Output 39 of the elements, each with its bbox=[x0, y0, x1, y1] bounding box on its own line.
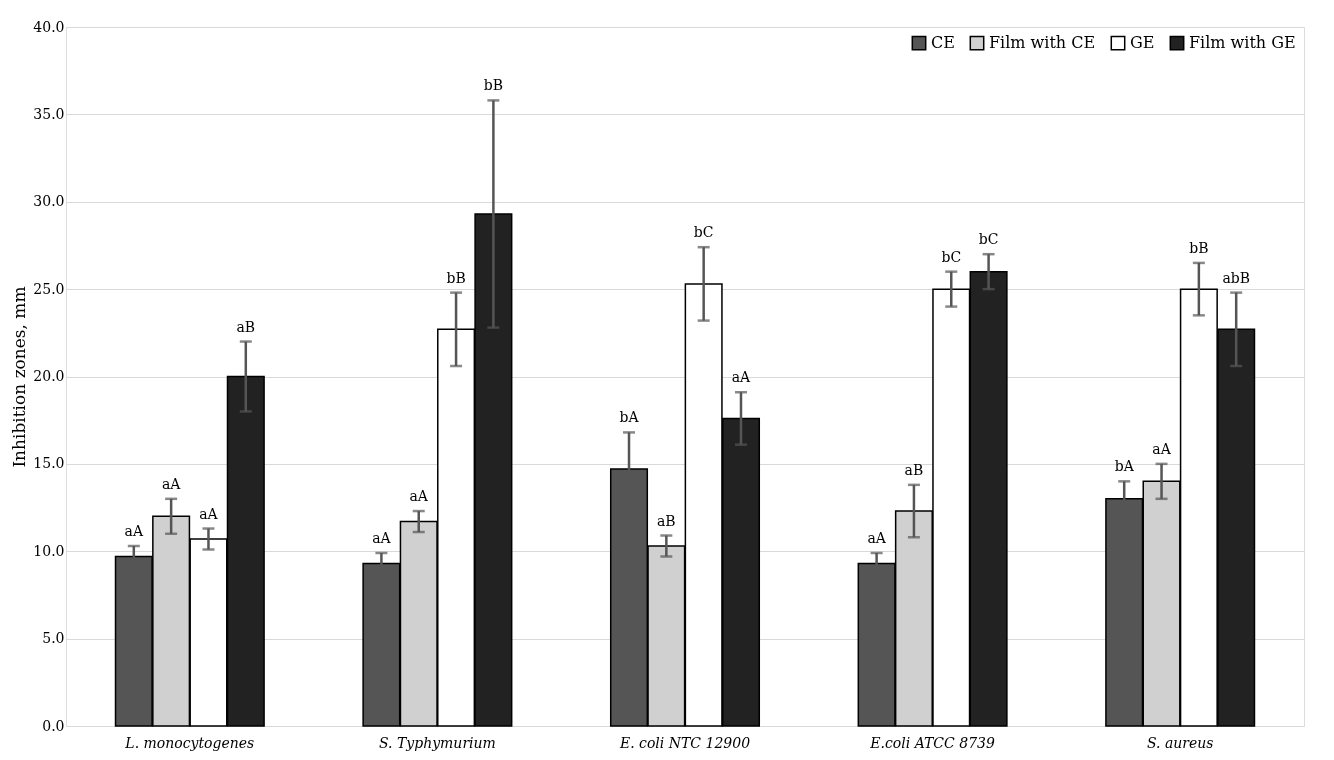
annotation: bA bbox=[1114, 458, 1135, 475]
y-tick-label: 20.0 bbox=[33, 368, 65, 384]
annotation: bB bbox=[1189, 239, 1209, 256]
annotation: aA bbox=[731, 369, 752, 386]
annotation: bB bbox=[446, 269, 466, 286]
annotation: aA bbox=[409, 488, 429, 505]
annotation: aB bbox=[904, 461, 924, 478]
legend-label: Film with GE bbox=[1189, 33, 1296, 53]
y-tick-label: 0.0 bbox=[42, 717, 65, 734]
annotation: aB bbox=[657, 512, 676, 529]
x-tick-label: S. aureus bbox=[1146, 734, 1214, 751]
annotation: aB bbox=[236, 318, 256, 335]
annotation: bB bbox=[483, 77, 504, 94]
annotation: bA bbox=[619, 409, 640, 426]
y-tick-label: 10.0 bbox=[33, 542, 65, 559]
y-tick-label: 30.0 bbox=[33, 193, 65, 210]
y-tick-label: 5.0 bbox=[42, 630, 65, 647]
x-tick-label: L. monocytogenes bbox=[124, 734, 255, 751]
legend-label: CE bbox=[931, 33, 955, 53]
y-tick-label: 15.0 bbox=[33, 455, 65, 472]
annotation: aA bbox=[372, 530, 392, 546]
annotation: bC bbox=[941, 248, 962, 265]
annotation: bC bbox=[693, 224, 714, 241]
legend-label: Film with CE bbox=[989, 33, 1096, 53]
annotation: abB bbox=[1222, 269, 1250, 286]
annotation: aA bbox=[199, 505, 219, 522]
annotation: aA bbox=[1152, 440, 1172, 457]
y-tick-label: 40.0 bbox=[33, 18, 65, 35]
y-tick-label: 35.0 bbox=[33, 105, 65, 122]
x-tick-label: E.coli ATCC 8739 bbox=[869, 734, 995, 751]
x-tick-label: E. coli NTC 12900 bbox=[618, 734, 751, 751]
y-tick-label: 25.0 bbox=[33, 280, 65, 297]
x-tick-label: S. Typhymurium bbox=[378, 734, 496, 751]
legend-label: GE bbox=[1130, 33, 1155, 53]
annotation: aA bbox=[161, 475, 182, 492]
annotation: bC bbox=[978, 231, 999, 248]
y-axis-title: Inhibition zones, mm bbox=[9, 286, 30, 468]
annotation: aA bbox=[124, 523, 144, 540]
annotation: aA bbox=[867, 530, 887, 546]
